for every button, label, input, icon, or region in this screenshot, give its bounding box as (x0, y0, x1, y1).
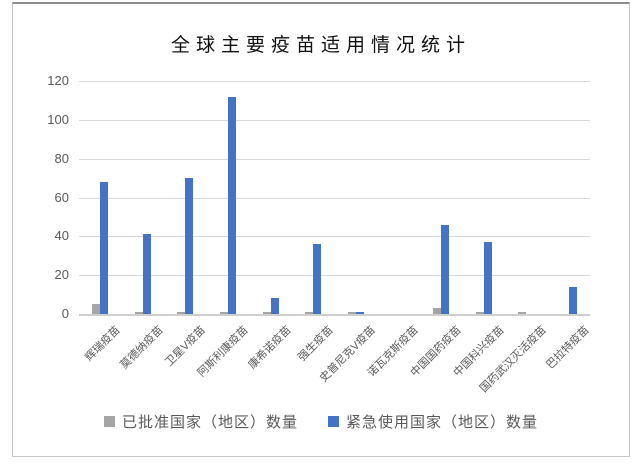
bar-series0-2 (177, 312, 185, 314)
gridline (79, 159, 590, 160)
bar-series0-0 (92, 304, 100, 314)
y-axis-tick-label: 0 (61, 306, 69, 321)
gridline (79, 120, 590, 121)
x-axis-label: 莫德纳疫苗 (118, 324, 166, 372)
bar-series1-4 (271, 298, 279, 314)
y-axis-tick-label: 40 (54, 228, 69, 244)
bar-series1-1 (143, 234, 151, 314)
gridline (79, 198, 590, 199)
y-axis-tick-label: 100 (47, 111, 69, 127)
legend: 已批准国家（地区）数量 紧急使用国家（地区）数量 (13, 411, 629, 432)
bar-series0-8 (433, 308, 441, 314)
gridline (79, 81, 590, 82)
x-axis-label: 巴拉特疫苗 (543, 324, 592, 372)
y-axis-tick-label: 120 (47, 73, 69, 88)
chart-title: 全球主要疫苗适用情况统计 (170, 35, 471, 56)
bar-series1-0 (100, 182, 108, 314)
bar-series0-4 (263, 312, 271, 314)
bar-series0-6 (348, 312, 356, 314)
bar-series1-9 (484, 242, 492, 314)
bar-series1-6 (356, 312, 364, 314)
bar-series0-5 (305, 312, 313, 314)
chart-frame: 全球主要疫苗适用情况统计 0 20 40 60 80 100 120 辉瑞疫苗 莫德纳疫苗 卫星… (12, 2, 630, 457)
gridline (79, 275, 590, 276)
bar-series0-9 (476, 312, 484, 314)
legend-item-emergency: 紧急使用国家（地区）数量 (328, 411, 538, 432)
plot-area (79, 81, 590, 316)
bar-series0-10 (518, 312, 526, 314)
legend-label-emergency: 紧急使用国家（地区）数量 (346, 414, 539, 431)
x-axis-label: 康希诺疫苗 (245, 324, 294, 372)
legend-swatch-approved-icon (103, 416, 115, 427)
y-axis-tick-label: 80 (54, 150, 69, 166)
gridline (79, 236, 590, 237)
bar-series1-11 (569, 287, 577, 314)
legend-label-approved: 已批准国家（地区）数量 (121, 414, 298, 431)
y-axis-tick-label: 20 (54, 267, 69, 283)
x-axis-baseline (79, 314, 590, 316)
bar-series0-1 (135, 312, 143, 314)
bar-series1-8 (441, 225, 449, 314)
bar-series1-2 (185, 178, 193, 314)
bar-series1-5 (313, 244, 321, 314)
bar-series0-3 (220, 312, 228, 314)
legend-swatch-emergency-icon (328, 416, 339, 427)
y-axis-tick-label: 60 (54, 189, 69, 205)
bar-series1-3 (228, 97, 236, 314)
legend-item-approved: 已批准国家（地区）数量 (103, 411, 298, 432)
